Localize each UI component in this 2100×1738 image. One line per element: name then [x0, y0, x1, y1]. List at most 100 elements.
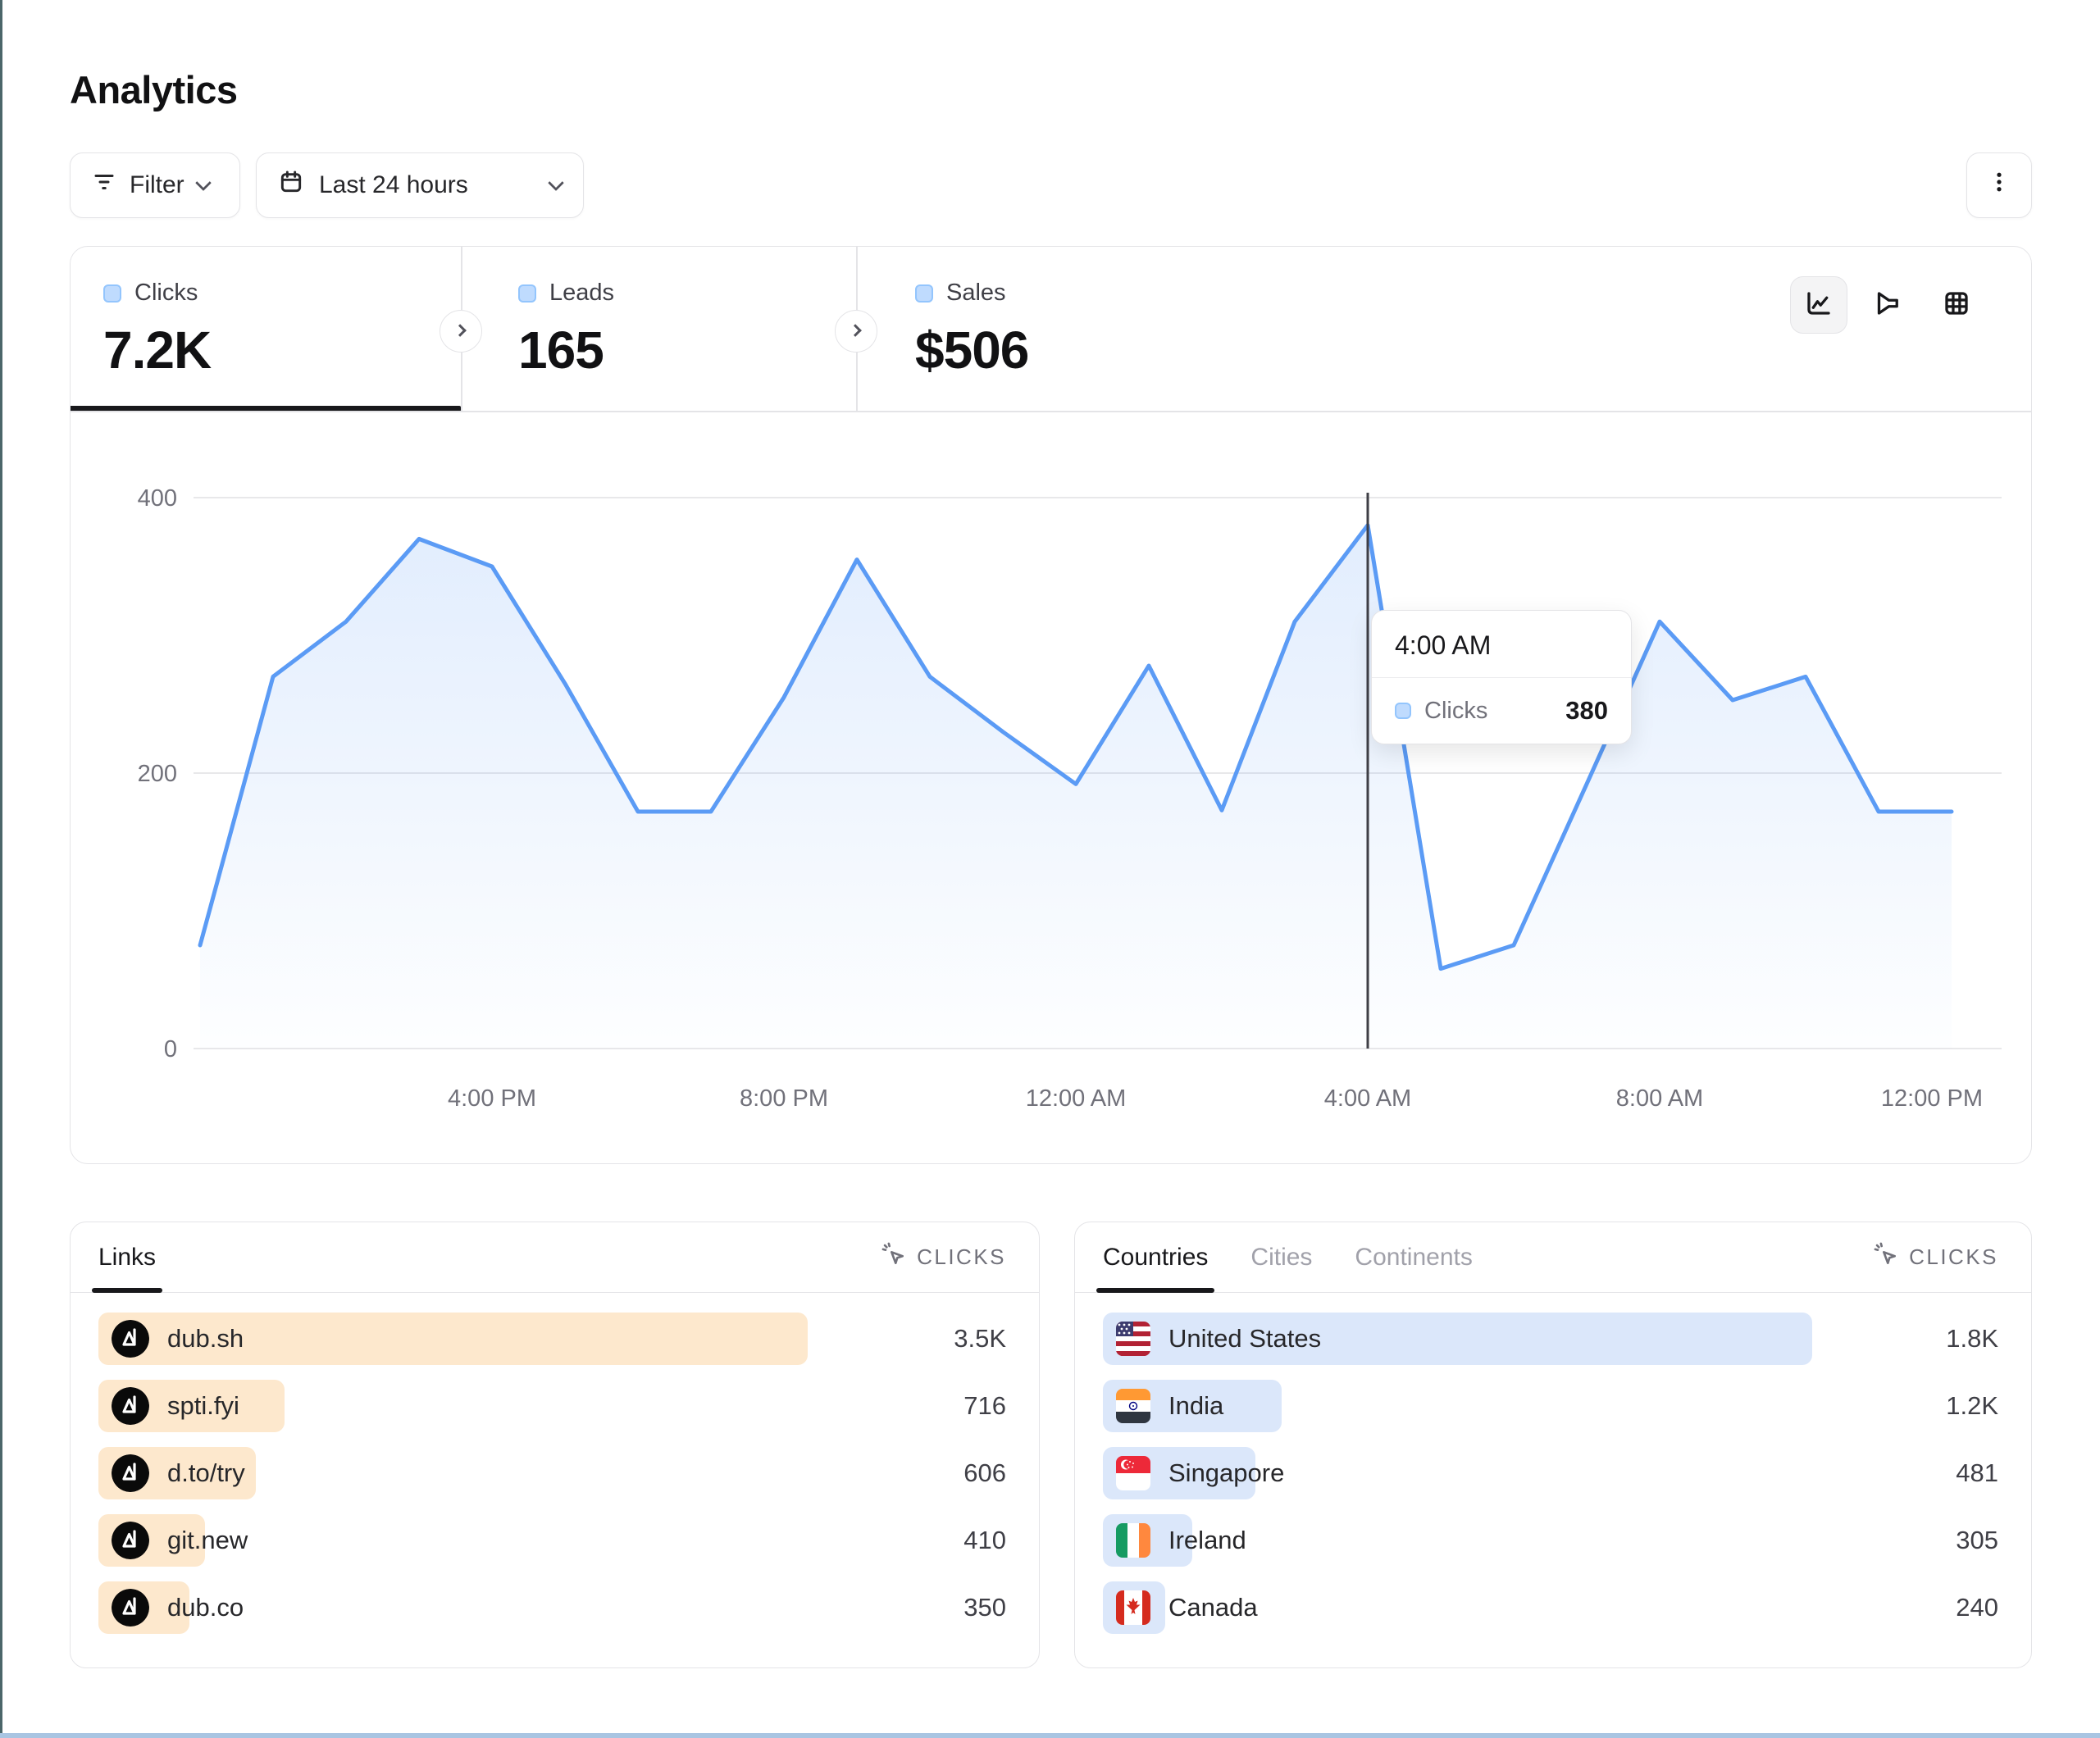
- link-row-git.new[interactable]: git.new 410: [98, 1514, 1006, 1567]
- area-fill: [200, 525, 1952, 1049]
- tab-cities[interactable]: Cities: [1250, 1222, 1312, 1292]
- leads-stat-label: Leads: [549, 280, 615, 306]
- countries-metric-toggle[interactable]: CLICKS: [1873, 1241, 1998, 1273]
- clicks-count: 481: [1956, 1458, 1998, 1487]
- chevron-right-icon: [453, 323, 467, 337]
- sales-series-marker-icon: [915, 284, 933, 303]
- tab-links[interactable]: Links: [91, 1222, 163, 1293]
- link-row-dub.co[interactable]: dub.co 350: [98, 1581, 1006, 1634]
- tab-countries[interactable]: Countries: [1096, 1222, 1215, 1293]
- dub-logo-icon: [112, 1522, 149, 1559]
- active-stat-underline: [71, 406, 461, 412]
- tab-sales-stat[interactable]: Sales $506: [856, 247, 1266, 411]
- clicks-count: 305: [1956, 1526, 1998, 1554]
- countries-panel: Countries Cities Continents CLICKS Unite…: [1074, 1222, 2032, 1668]
- clicks-leads-expand-button[interactable]: [440, 310, 482, 353]
- india-flag-icon: [1116, 1389, 1150, 1423]
- dub-logo-icon: [112, 1454, 149, 1492]
- country-label: Singapore: [1168, 1458, 1285, 1487]
- x-axis-tick: 12:00 PM: [1881, 1085, 1983, 1112]
- link-row-d.to/try[interactable]: d.to/try 606: [98, 1447, 1006, 1499]
- value-bar: [1103, 1313, 1812, 1365]
- tooltip-value: 380: [1565, 696, 1608, 725]
- table-view-button[interactable]: [1928, 276, 1985, 334]
- funnel-view-button[interactable]: [1859, 276, 1916, 334]
- clicks-area-chart[interactable]: 0 200 400 4:00 PM 8:00 PM 12:00 AM 4:00 AM 8:00…: [71, 411, 2031, 1163]
- chart-tooltip: 4:00 AM Clicks 380: [1371, 610, 1632, 744]
- filter-button[interactable]: Filter: [70, 152, 240, 218]
- link-label: dub.sh: [167, 1324, 244, 1353]
- country-label: India: [1168, 1391, 1224, 1420]
- chevron-right-icon: [848, 323, 862, 337]
- date-range-button[interactable]: Last 24 hours: [256, 152, 584, 218]
- link-label: spti.fyi: [167, 1391, 239, 1420]
- tab-clicks-stat[interactable]: Clicks 7.2K: [71, 247, 461, 411]
- countries-metric-label: CLICKS: [1909, 1244, 1998, 1269]
- more-options-button[interactable]: [1966, 152, 2032, 218]
- dub-logo-icon: [112, 1320, 149, 1358]
- table-grid-icon: [1942, 289, 1971, 322]
- clicks-stat-label: Clicks: [134, 280, 198, 306]
- y-axis-tick: 200: [138, 761, 177, 787]
- tab-leads-stat[interactable]: Leads 165: [461, 247, 856, 411]
- leads-stat-value: 165: [518, 321, 604, 380]
- country-row-india[interactable]: India 1.2K: [1103, 1380, 1998, 1432]
- link-label: d.to/try: [167, 1458, 245, 1487]
- clicks-count: 410: [963, 1526, 1006, 1554]
- clicks-series-marker-icon: [103, 284, 121, 303]
- ireland-flag-icon: [1116, 1523, 1150, 1558]
- x-axis-tick: 4:00 AM: [1324, 1085, 1411, 1112]
- leads-sales-expand-button[interactable]: [835, 310, 877, 353]
- clicks-stat-value: 7.2K: [103, 321, 212, 380]
- clicks-count: 350: [963, 1593, 1006, 1622]
- x-axis-tick: 8:00 PM: [740, 1085, 828, 1112]
- links-metric-toggle[interactable]: CLICKS: [881, 1241, 1006, 1273]
- cursor-click-icon: [881, 1241, 907, 1273]
- dub-logo-icon: [112, 1387, 149, 1425]
- calendar-icon: [278, 169, 304, 202]
- analytics-card: Clicks 7.2K Leads 165 Sales $506: [70, 246, 2032, 1164]
- chevron-down-icon: [548, 175, 564, 192]
- country-row-ireland[interactable]: Ireland 305: [1103, 1514, 1998, 1567]
- us-flag-icon: [1116, 1322, 1150, 1356]
- x-axis-tick: 8:00 AM: [1616, 1085, 1703, 1112]
- cursor-click-icon: [1873, 1241, 1899, 1273]
- chevron-down-icon: [194, 175, 212, 192]
- tooltip-time: 4:00 AM: [1372, 611, 1631, 678]
- country-row-canada[interactable]: Canada 240: [1103, 1581, 1998, 1634]
- clicks-count: 716: [963, 1391, 1006, 1420]
- stats-row-divider: [71, 411, 2031, 412]
- tab-continents-label: Continents: [1355, 1243, 1473, 1271]
- clicks-line: [198, 523, 1954, 971]
- country-label: Ireland: [1168, 1526, 1246, 1554]
- line-chart-view-button[interactable]: [1790, 276, 1847, 334]
- chart-view-switcher: [1790, 276, 1985, 334]
- country-row-united-states[interactable]: United States 1.8K: [1103, 1313, 1998, 1365]
- clicks-count: 1.2K: [1946, 1391, 1998, 1420]
- clicks-count: 240: [1956, 1593, 1998, 1622]
- link-row-spti.fyi[interactable]: spti.fyi 716: [98, 1380, 1006, 1432]
- filter-icon: [92, 170, 116, 201]
- clicks-count: 606: [963, 1458, 1006, 1487]
- leads-series-marker-icon: [518, 284, 536, 303]
- page-bottom-accent: [0, 1733, 2100, 1738]
- x-axis-tick: 4:00 PM: [448, 1085, 536, 1112]
- canada-flag-icon: [1116, 1590, 1150, 1625]
- page-left-accent: [0, 0, 2, 1738]
- funnel-icon: [1873, 289, 1902, 322]
- y-axis-tick: 400: [138, 485, 177, 512]
- sales-stat-value: $506: [915, 321, 1029, 380]
- singapore-flag-icon: [1116, 1456, 1150, 1490]
- line-chart-icon: [1804, 289, 1834, 322]
- clicks-count: 1.8K: [1946, 1324, 1998, 1353]
- kebab-menu-icon: [1987, 170, 2011, 201]
- links-metric-label: CLICKS: [917, 1244, 1006, 1269]
- link-label: git.new: [167, 1526, 248, 1554]
- country-label: Canada: [1168, 1593, 1258, 1622]
- dub-logo-icon: [112, 1589, 149, 1627]
- links-panel: Links CLICKS dub.sh 3.5K spti.fyi 716 d.to/t…: [70, 1222, 1040, 1668]
- link-row-dub.sh[interactable]: dub.sh 3.5K: [98, 1313, 1006, 1365]
- page-title: Analytics: [70, 68, 238, 111]
- country-row-singapore[interactable]: Singapore 481: [1103, 1447, 1998, 1499]
- tab-continents[interactable]: Continents: [1355, 1222, 1472, 1292]
